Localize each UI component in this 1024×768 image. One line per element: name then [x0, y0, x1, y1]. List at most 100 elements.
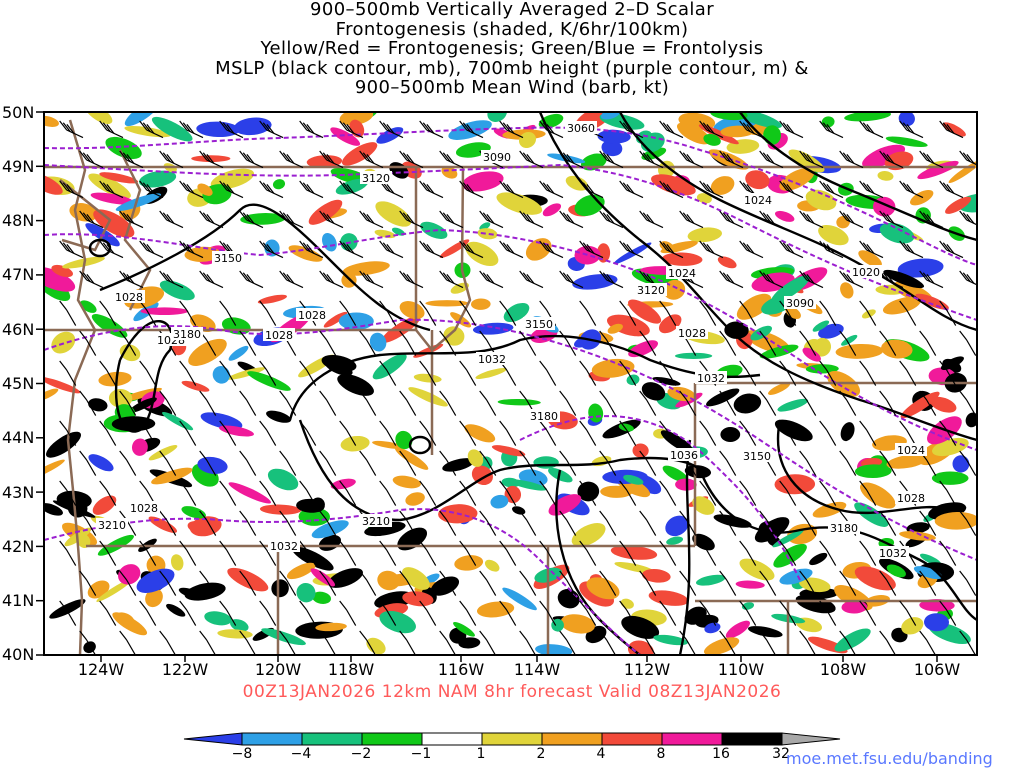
wind-barb-feather — [319, 630, 328, 641]
height-label-bg — [171, 327, 203, 340]
frontogenesis-patch — [44, 388, 59, 402]
colorbar-segment — [721, 732, 783, 746]
frontogenesis-patch — [377, 570, 400, 591]
wind-barb-feather — [279, 270, 288, 281]
wind-barb-feather — [842, 272, 851, 283]
wind-barb-staff — [386, 369, 397, 386]
wind-barb-feather — [346, 184, 355, 194]
wind-barb-feather — [299, 240, 308, 251]
wind-barb-feather — [766, 274, 775, 284]
wind-barb-staff — [806, 339, 817, 356]
frontogenesis-patch — [518, 131, 537, 149]
wind-barb-feather — [799, 210, 808, 221]
wind-barb-staff — [566, 399, 577, 416]
wind-barb-feather — [539, 120, 548, 131]
wind-barb-staff — [466, 609, 477, 626]
wind-barb-feather — [259, 540, 268, 551]
frontogenesis-patch — [600, 112, 622, 120]
wind-barb-feather — [502, 122, 511, 133]
wind-barb-feather — [202, 152, 211, 163]
wind-barb-staff — [306, 429, 317, 446]
wind-barb-feather — [619, 240, 628, 251]
wind-barb-feather — [342, 182, 351, 193]
frontogenesis-patch — [651, 174, 696, 196]
wind-barb-feather — [366, 274, 375, 284]
wind-barb-feather — [159, 570, 168, 581]
wind-barb-feather — [219, 120, 228, 131]
wind-barb-feather — [346, 124, 355, 134]
lat-label-41n: 41N — [2, 591, 35, 610]
wind-barb-staff — [866, 489, 877, 506]
wind-barb-feather — [322, 212, 331, 223]
wind-barb-staff — [126, 399, 137, 416]
wind-barb-feather — [159, 630, 168, 641]
wind-barb-feather — [466, 124, 475, 134]
frontogenesis-patch — [461, 171, 504, 192]
frontogenesis-patch — [910, 189, 934, 206]
wind-barb-staff — [746, 549, 757, 566]
wind-barb-feather — [722, 212, 731, 223]
mslp-label-bg — [676, 326, 708, 339]
wind-barb-staff — [246, 519, 257, 536]
frontogenesis-patch — [771, 275, 810, 304]
wind-barb-feather — [359, 630, 368, 641]
wind-barb-feather — [286, 214, 295, 224]
wind-barb-feather — [579, 180, 588, 191]
wind-barb-feather — [666, 124, 675, 134]
mslp-contour-label: 1032 — [270, 540, 298, 553]
frontogenesis-patch — [181, 380, 210, 392]
wind-barb-staff — [886, 519, 897, 536]
wind-barb-feather — [699, 120, 708, 131]
frontogenesis-patch — [674, 352, 713, 359]
wind-barb-feather — [666, 184, 675, 194]
wind-barb-feather — [419, 120, 428, 131]
wind-barb-feather — [439, 510, 448, 521]
wind-barb-feather — [519, 390, 528, 401]
frontogenesis-patch — [330, 127, 361, 146]
wind-barb-feather — [586, 184, 595, 194]
wind-barb-feather — [226, 184, 235, 194]
wind-barb-feather — [102, 122, 111, 133]
wind-barb-staff — [226, 429, 237, 446]
wind-barb-feather — [719, 270, 728, 281]
wind-barb-staff — [66, 369, 77, 386]
frontogenesis-patch — [46, 431, 81, 458]
wind-barb-feather — [79, 630, 88, 641]
wind-barb-feather — [59, 540, 68, 551]
wind-barb-staff — [346, 609, 357, 626]
wind-barb-feather — [619, 360, 628, 371]
frontogenesis-patch — [476, 601, 515, 618]
wind-barb-feather — [179, 120, 188, 131]
wind-barb-feather — [499, 540, 508, 551]
wind-barb-staff — [666, 309, 677, 326]
wind-barb-feather — [746, 244, 755, 254]
wind-barb-feather — [866, 124, 875, 134]
wind-barb-feather — [139, 540, 148, 551]
wind-barb-feather — [539, 480, 548, 491]
wind-barb-feather — [522, 272, 531, 283]
wind-barb-feather — [839, 630, 848, 641]
frontogenesis-patch — [151, 467, 193, 485]
height-contour-label: 3150 — [525, 318, 553, 331]
wind-barb-feather — [59, 300, 68, 311]
wind-barb-staff — [446, 459, 457, 476]
frontogenesis-patch — [965, 412, 977, 428]
wind-barb-feather — [519, 510, 528, 521]
frontogenesis-patch — [535, 644, 573, 655]
wind-barb-feather — [139, 360, 148, 371]
lat-label-40n: 40N — [2, 645, 35, 664]
wind-barb-feather — [866, 184, 875, 194]
credit-link[interactable]: moe.met.fsu.edu/banding — [786, 749, 993, 768]
wind-barb-feather — [222, 182, 231, 193]
wind-barb-feather — [919, 270, 928, 281]
frontogenesis-patch — [665, 515, 689, 537]
frontogenesis-patch — [471, 465, 493, 486]
frontogenesis-patch — [641, 382, 666, 401]
lat-label-46n: 46N — [2, 320, 35, 339]
wind-barb-feather — [859, 540, 868, 551]
wind-barb-staff — [606, 639, 617, 655]
wind-barb-feather — [439, 210, 448, 221]
lat-label-45n: 45N — [2, 374, 35, 393]
frontogenesis-patch — [785, 306, 801, 320]
wind-barb-feather — [782, 122, 791, 133]
